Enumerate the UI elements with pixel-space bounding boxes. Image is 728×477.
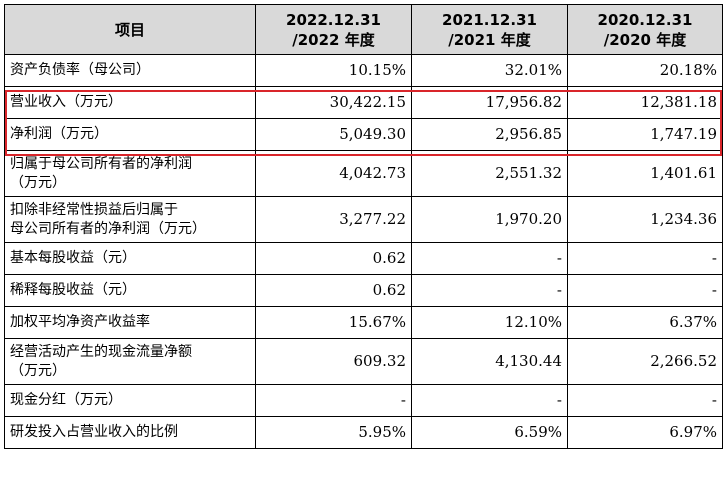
financial-data-table: 项目 2022.12.31/2022 年度 2021.12.31/2021 年度… xyxy=(4,4,723,449)
cell-2020: 6.97% xyxy=(567,416,723,449)
row-label: 现金分红（万元） xyxy=(4,384,256,417)
row-label: 基本每股收益（元） xyxy=(4,242,256,275)
row-label: 经营活动产生的现金流量净额 （万元） xyxy=(4,338,256,385)
cell-2022: - xyxy=(255,384,412,417)
cell-2021: 6.59% xyxy=(411,416,568,449)
cell-2022: 15.67% xyxy=(255,306,412,339)
cell-2021: 2,956.85 xyxy=(411,118,568,151)
cell-2020: 20.18% xyxy=(567,54,723,87)
table-row: 归属于母公司所有者的净利润 （万元） 4,042.73 2,551.32 1,40… xyxy=(4,150,723,197)
cell-2021: - xyxy=(411,384,568,417)
header-2021: 2021.12.31/2021 年度 xyxy=(411,4,568,55)
cell-2020: 1,747.19 xyxy=(567,118,723,151)
table-row: 稀释每股收益（元） 0.62 - - xyxy=(4,274,723,307)
row-label: 归属于母公司所有者的净利润 （万元） xyxy=(4,150,256,197)
row-label: 营业收入（万元） xyxy=(4,86,256,119)
cell-2021: - xyxy=(411,242,568,275)
table-row: 营业收入（万元） 30,422.15 17,956.82 12,381.18 xyxy=(4,86,723,119)
cell-2020: 12,381.18 xyxy=(567,86,723,119)
cell-2022: 0.62 xyxy=(255,274,412,307)
cell-2021: 12.10% xyxy=(411,306,568,339)
cell-2022: 5.95% xyxy=(255,416,412,449)
cell-2020: 2,266.52 xyxy=(567,338,723,385)
header-item: 项目 xyxy=(4,4,256,55)
table-row: 经营活动产生的现金流量净额 （万元） 609.32 4,130.44 2,266.… xyxy=(4,338,723,385)
cell-2021: 1,970.20 xyxy=(411,196,568,243)
row-label: 资产负债率（母公司） xyxy=(4,54,256,87)
row-label: 扣除非经常性损益后归属于 母公司所有者的净利润（万元） xyxy=(4,196,256,243)
table-row: 研发投入占营业收入的比例 5.95% 6.59% 6.97% xyxy=(4,416,723,449)
cell-2020: 1,234.36 xyxy=(567,196,723,243)
header-row: 项目 2022.12.31/2022 年度 2021.12.31/2021 年度… xyxy=(4,4,723,55)
table-row: 基本每股收益（元） 0.62 - - xyxy=(4,242,723,275)
header-2022: 2022.12.31/2022 年度 xyxy=(255,4,412,55)
cell-2022: 4,042.73 xyxy=(255,150,412,197)
row-label: 净利润（万元） xyxy=(4,118,256,151)
cell-2022: 0.62 xyxy=(255,242,412,275)
row-label: 加权平均净资产收益率 xyxy=(4,306,256,339)
cell-2021: 2,551.32 xyxy=(411,150,568,197)
cell-2022: 10.15% xyxy=(255,54,412,87)
cell-2022: 5,049.30 xyxy=(255,118,412,151)
cell-2021: 32.01% xyxy=(411,54,568,87)
cell-2022: 609.32 xyxy=(255,338,412,385)
cell-2020: - xyxy=(567,274,723,307)
cell-2021: 17,956.82 xyxy=(411,86,568,119)
header-2020: 2020.12.31/2020 年度 xyxy=(567,4,723,55)
cell-2021: 4,130.44 xyxy=(411,338,568,385)
row-label: 稀释每股收益（元） xyxy=(4,274,256,307)
table-row: 资产负债率（母公司） 10.15% 32.01% 20.18% xyxy=(4,54,723,87)
table-row: 现金分红（万元） - - - xyxy=(4,384,723,417)
cell-2020: - xyxy=(567,242,723,275)
cell-2022: 30,422.15 xyxy=(255,86,412,119)
table-row: 扣除非经常性损益后归属于 母公司所有者的净利润（万元） 3,277.22 1,97… xyxy=(4,196,723,243)
cell-2020: - xyxy=(567,384,723,417)
cell-2020: 1,401.61 xyxy=(567,150,723,197)
cell-2022: 3,277.22 xyxy=(255,196,412,243)
cell-2021: - xyxy=(411,274,568,307)
cell-2020: 6.37% xyxy=(567,306,723,339)
row-label: 研发投入占营业收入的比例 xyxy=(4,416,256,449)
table-row: 加权平均净资产收益率 15.67% 12.10% 6.37% xyxy=(4,306,723,339)
table-row: 净利润（万元） 5,049.30 2,956.85 1,747.19 xyxy=(4,118,723,151)
